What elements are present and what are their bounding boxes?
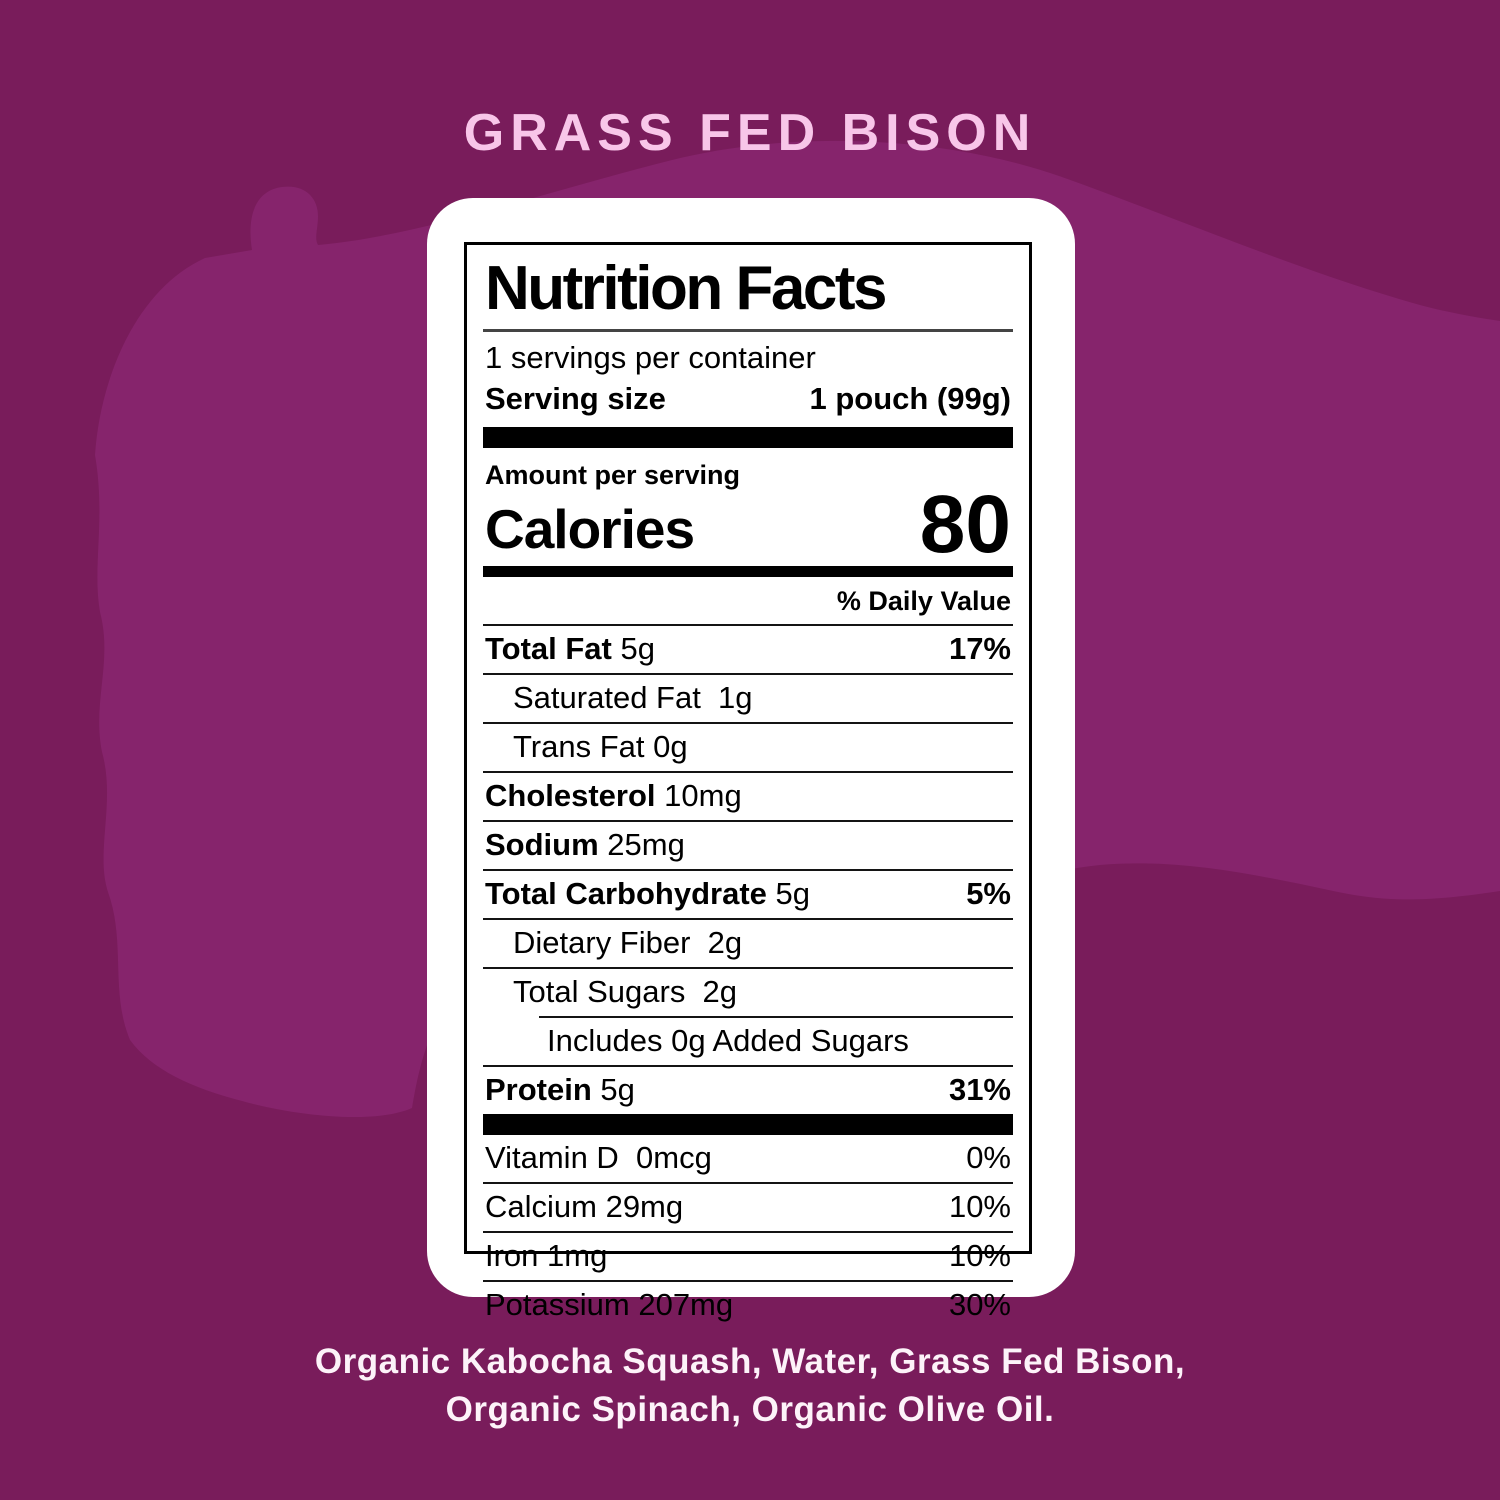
nutrient-row-total-fat: Total Fat 5g 17% [483,626,1013,673]
nutrient-row-total-carbohydrate: Total Carbohydrate 5g 5% [483,868,1013,918]
serving-size-row: Serving size 1 pouch (99g) [483,376,1013,427]
vitamin-rows: Vitamin D 0mcg 0% Calcium 29mg 10% Iron … [483,1135,1013,1333]
ingredients-line-1: Organic Kabocha Squash, Water, Grass Fed… [314,1342,1186,1381]
nutrient-amount: Saturated Fat 1g [513,679,753,715]
serving-size-label: Serving size [485,381,666,417]
nutrient-amount: 5g [766,875,811,911]
nutrient-amount: Dietary Fiber 2g [513,924,743,960]
thick-divider-bar [483,1113,1013,1135]
nutrient-row-added-sugars: Includes 0g Added Sugars [539,1015,1013,1065]
nutrient-name: Total Carbohydrate [485,875,767,911]
vitamin-row-iron: Iron 1mg 10% [483,1230,1013,1280]
nutrient-name: Total Fat [485,630,612,666]
nutrient-amount: Trans Fat 0g [513,728,688,764]
daily-value-header: % Daily Value [483,577,1013,626]
vitamin-row-potassium: Potassium 207mg 30% [483,1279,1013,1329]
vitamin-daily-value: 10% [948,1237,1011,1273]
calories-value: 80 [919,479,1011,571]
nutrient-row-trans-fat: Trans Fat 0g [483,721,1013,771]
nutrient-rows: Total Fat 5g 17% Saturated Fat 1g Trans … [483,626,1013,1114]
ingredients-line-2: Organic Spinach, Organic Olive Oil. [445,1389,1055,1429]
nutrient-amount: Includes 0g Added Sugars [547,1022,909,1058]
calories-label: Calories [485,497,695,560]
vitamin-row-calcium: Calcium 29mg 10% [483,1181,1013,1231]
nutrition-card: Nutrition Facts 1 servings per container… [427,198,1075,1322]
ingredients-text: Organic Kabocha Squash, Water, Grass Fed… [0,1338,1500,1434]
amount-per-serving-label: Amount per serving [485,460,741,491]
nutrient-name: Protein [485,1071,592,1107]
nutrient-amount: 5g [591,1071,635,1107]
nutrient-row-sodium: Sodium 25mg [483,819,1013,869]
nutrient-row-protein: Protein 5g 31% [483,1064,1013,1114]
nutrient-name: Sodium [485,826,599,862]
nutrition-facts-label: Nutrition Facts 1 servings per container… [464,242,1032,1322]
nutrient-amount: 10mg [655,777,742,813]
vitamin-name: Iron 1mg [485,1237,608,1273]
vitamin-name: Potassium 207mg [485,1286,734,1322]
nutrient-row-cholesterol: Cholesterol 10mg [483,770,1013,820]
nutrient-row-total-sugars: Total Sugars 2g [483,966,1013,1016]
nutrition-facts-heading: Nutrition Facts [483,253,1013,333]
vitamin-daily-value: 30% [948,1286,1011,1322]
vitamin-name: Vitamin D 0mcg [485,1139,712,1175]
thick-divider-bar [483,427,1013,449]
serving-size-value: 1 pouch (99g) [809,381,1011,417]
vitamin-daily-value: 0% [966,1139,1011,1175]
calories-row: Calories 80 [483,479,1013,571]
vitamin-name: Calcium 29mg [485,1188,684,1224]
nutrient-row-saturated-fat: Saturated Fat 1g [483,672,1013,722]
vitamin-row-vitamin-d: Vitamin D 0mcg 0% [483,1135,1013,1182]
nutrient-row-dietary-fiber: Dietary Fiber 2g [483,917,1013,967]
nutrient-daily-value: 31% [948,1071,1011,1107]
vitamin-daily-value: 10% [948,1188,1011,1224]
product-title: GRASS FED BISON [463,104,1037,162]
nutrient-daily-value: 17% [948,630,1011,666]
nutrient-amount: 25mg [598,826,685,862]
medium-divider-bar [483,565,1013,577]
nutrient-amount: 5g [611,630,655,666]
nutrient-amount: Total Sugars 2g [513,973,738,1009]
nutrient-name: Cholesterol [485,777,656,813]
nutrient-daily-value: 5% [966,875,1011,911]
servings-per-container: 1 servings per container [485,340,816,376]
